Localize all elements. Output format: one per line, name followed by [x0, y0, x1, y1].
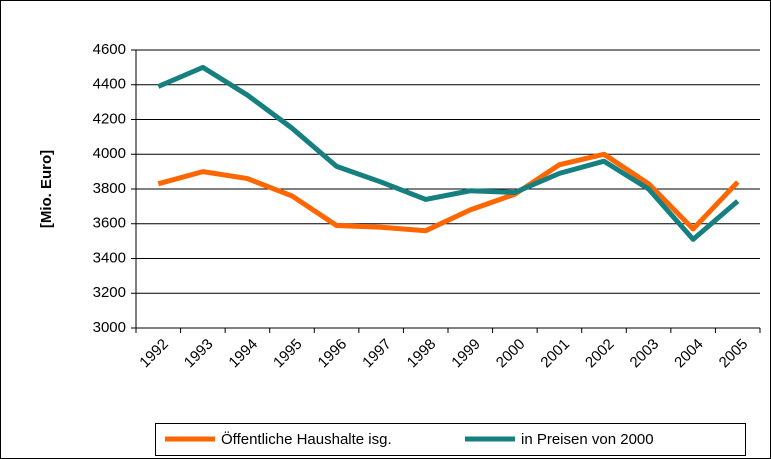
- y-tick-label: 3800: [93, 180, 126, 197]
- legend-box: [155, 423, 746, 456]
- y-tick-label: 3600: [93, 215, 126, 232]
- y-tick-label: 3400: [93, 249, 126, 266]
- y-tick-label: 4200: [93, 110, 126, 127]
- y-tick-label: 4400: [93, 76, 126, 93]
- line-series: [157, 64, 740, 242]
- legend-label: Öffentliche Haushalte isg.: [221, 430, 392, 448]
- y-tick-label: 4000: [93, 145, 126, 162]
- legend-label: in Preisen von 2000: [521, 431, 654, 448]
- line-series: [157, 151, 740, 234]
- y-tick-label: 3200: [93, 284, 126, 301]
- y-tick-label: 4600: [93, 41, 126, 58]
- y-axis-title: [Mio. Euro]: [38, 150, 55, 228]
- y-tick-label: 3000: [93, 319, 126, 336]
